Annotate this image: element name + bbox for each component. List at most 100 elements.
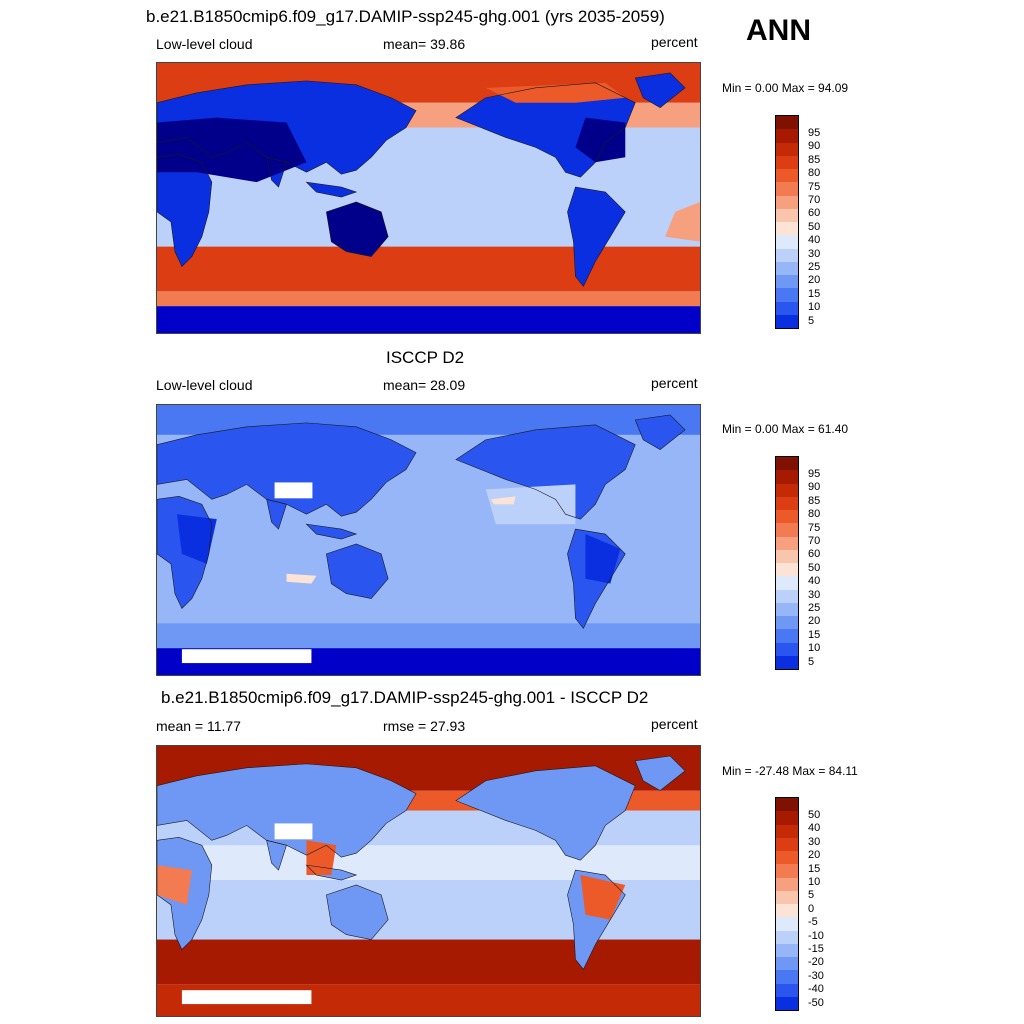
colorbar-swatch bbox=[776, 457, 798, 471]
rmse-label: rmse = 27.93 bbox=[383, 718, 466, 734]
variable-label: Low-level cloud bbox=[156, 36, 253, 52]
colorbar-tick-label: -15 bbox=[808, 943, 824, 955]
colorbar-tick-label: 75 bbox=[808, 180, 821, 193]
colorbar-swatch bbox=[776, 864, 798, 878]
min-max-label: Min = -27.48 Max = 84.11 bbox=[722, 764, 858, 778]
map-panel-model bbox=[156, 62, 701, 334]
colorbar-tick-label: 30 bbox=[808, 835, 821, 848]
colorbar-tick-label: 5 bbox=[808, 655, 815, 668]
colorbar-tick-label: -30 bbox=[808, 969, 824, 982]
min-max-label: Min = 0.00 Max = 61.40 bbox=[722, 422, 849, 436]
mean-label: mean= 28.09 bbox=[383, 377, 466, 393]
colorbar-swatch bbox=[776, 642, 798, 656]
colorbar-tick-label: 40 bbox=[808, 234, 821, 247]
colorbar-swatch bbox=[776, 235, 798, 249]
colorbar-swatch bbox=[776, 261, 798, 275]
colorbar-swatch bbox=[776, 996, 798, 1010]
colorbar-swatch bbox=[776, 983, 798, 997]
units-label: percent bbox=[651, 375, 698, 391]
colorbar-swatch bbox=[776, 837, 798, 851]
mean-label: mean= 39.86 bbox=[383, 36, 466, 52]
colorbar-tick-label: 15 bbox=[808, 862, 821, 875]
colorbar-swatch bbox=[776, 129, 798, 143]
colorbar-tick-label: -10 bbox=[808, 929, 824, 942]
colorbar-tick-label: 90 bbox=[808, 140, 821, 153]
colorbar-tick-label: 40 bbox=[808, 822, 821, 835]
colorbar-swatch bbox=[776, 222, 798, 236]
colorbar-swatch bbox=[776, 208, 798, 222]
colorbar bbox=[775, 797, 799, 1011]
colorbar-tick-label: -5 bbox=[808, 916, 818, 929]
colorbar-tick-label: 10 bbox=[808, 876, 821, 888]
colorbar-swatch bbox=[776, 824, 798, 838]
colorbar-tick-label: 80 bbox=[808, 508, 821, 521]
colorbar-swatch bbox=[776, 275, 798, 289]
colorbar-swatch bbox=[776, 142, 798, 156]
colorbar-tick-label: 80 bbox=[808, 167, 821, 180]
colorbar-tick-label: 25 bbox=[808, 602, 821, 614]
season-label: ANN bbox=[746, 14, 811, 47]
colorbar-swatch bbox=[776, 943, 798, 957]
colorbar-swatch bbox=[776, 811, 798, 825]
colorbar-tick-label: 85 bbox=[808, 494, 821, 507]
colorbar-swatch bbox=[776, 248, 798, 262]
colorbar-tick-label: 95 bbox=[808, 468, 821, 480]
colorbar-swatch bbox=[776, 195, 798, 209]
colorbar-tick-label: 90 bbox=[808, 481, 821, 494]
colorbar-swatch bbox=[776, 496, 798, 510]
colorbar bbox=[775, 115, 799, 329]
colorbar-swatch bbox=[776, 301, 798, 315]
colorbar-swatch bbox=[776, 536, 798, 550]
colorbar-swatch bbox=[776, 616, 798, 630]
colorbar-swatch bbox=[776, 510, 798, 524]
colorbar-tick-label: 85 bbox=[808, 153, 821, 166]
colorbar-swatch bbox=[776, 602, 798, 616]
colorbar-tick-label: 20 bbox=[808, 615, 821, 628]
map-panel-difference bbox=[156, 745, 701, 1017]
colorbar-tick-label: 30 bbox=[808, 247, 821, 260]
colorbar-tick-label: 40 bbox=[808, 575, 821, 588]
colorbar-swatch bbox=[776, 155, 798, 169]
mean-label: mean = 11.77 bbox=[156, 718, 241, 734]
colorbar-tick-label: 30 bbox=[808, 588, 821, 601]
colorbar-swatch bbox=[776, 970, 798, 984]
colorbar-tick-label: 10 bbox=[808, 642, 821, 655]
colorbar-swatch bbox=[776, 563, 798, 577]
colorbar-swatch bbox=[776, 629, 798, 643]
colorbar-swatch bbox=[776, 930, 798, 944]
colorbar-swatch bbox=[776, 589, 798, 603]
colorbar-tick-label: 5 bbox=[808, 889, 815, 902]
colorbar-tick-label: 75 bbox=[808, 521, 821, 534]
colorbar-swatch bbox=[776, 523, 798, 537]
colorbar-tick-label: 50 bbox=[808, 809, 821, 821]
units-label: percent bbox=[651, 34, 698, 50]
colorbar-tick-label: -40 bbox=[808, 983, 824, 996]
colorbar-tick-label: 95 bbox=[808, 127, 821, 139]
colorbar-tick-label: 70 bbox=[808, 535, 821, 547]
colorbar-tick-label: 20 bbox=[808, 274, 821, 287]
colorbar-tick-label: 25 bbox=[808, 261, 821, 273]
colorbar-swatch bbox=[776, 798, 798, 812]
colorbar-tick-label: 50 bbox=[808, 561, 821, 574]
colorbar-swatch bbox=[776, 169, 798, 183]
map-panel-obs bbox=[156, 404, 701, 676]
colorbar-swatch bbox=[776, 483, 798, 497]
colorbar-tick-label: 15 bbox=[808, 287, 821, 300]
colorbar-tick-label: 20 bbox=[808, 849, 821, 862]
colorbar-tick-label: -20 bbox=[808, 956, 824, 969]
colorbar-swatch bbox=[776, 314, 798, 328]
colorbar-swatch bbox=[776, 877, 798, 891]
colorbar-swatch bbox=[776, 904, 798, 918]
colorbar-tick-label: 70 bbox=[808, 194, 821, 206]
colorbar-tick-label: 5 bbox=[808, 314, 815, 327]
panel-title: b.e21.B1850cmip6.f09_g17.DAMIP-ssp245-gh… bbox=[161, 688, 649, 707]
colorbar-swatch bbox=[776, 655, 798, 669]
panel-title: ISCCP D2 bbox=[386, 348, 465, 367]
colorbar-tick-label: 10 bbox=[808, 301, 821, 314]
colorbar-swatch bbox=[776, 182, 798, 196]
colorbar-swatch bbox=[776, 851, 798, 865]
colorbar-swatch bbox=[776, 957, 798, 971]
colorbar bbox=[775, 456, 799, 670]
colorbar-tick-label: 60 bbox=[808, 548, 821, 561]
colorbar-tick-label: 0 bbox=[808, 902, 815, 915]
